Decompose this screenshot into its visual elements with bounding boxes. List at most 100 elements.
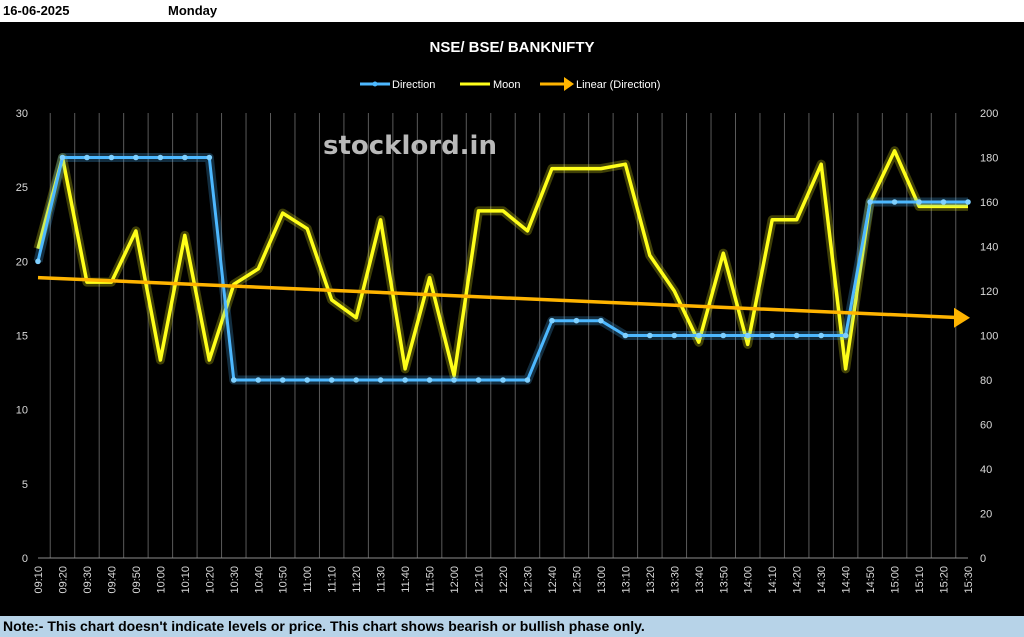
legend-moon-label: Moon <box>493 79 521 91</box>
legend-direction-marker <box>372 81 378 87</box>
left-axis: 0 5 10 15 20 25 30 <box>16 108 28 565</box>
right-tick-label: 80 <box>980 375 992 387</box>
series-layer <box>33 146 971 385</box>
direction-point <box>598 317 604 324</box>
right-tick-label: 20 <box>980 509 992 521</box>
left-tick-label: 15 <box>16 331 28 343</box>
right-tick-label: 200 <box>980 108 998 120</box>
direction-point <box>377 377 384 383</box>
direction-point <box>279 377 286 383</box>
x-tick-label: 15:30 <box>963 566 975 594</box>
direction-point <box>818 332 824 339</box>
left-tick-label: 10 <box>16 405 28 417</box>
x-tick-label: 12:50 <box>571 566 583 594</box>
x-tick-label: 09:40 <box>106 566 118 594</box>
x-tick-label: 10:30 <box>229 566 241 594</box>
x-tick-label: 10:00 <box>155 566 167 594</box>
right-axis: 0 20 40 60 80 100 120 140 160 180 200 <box>980 108 998 565</box>
x-tick-label: 13:50 <box>718 566 730 594</box>
x-tick-label: 12:40 <box>547 566 559 594</box>
right-tick-label: 180 <box>980 153 998 165</box>
direction-point <box>182 154 188 161</box>
direction-point <box>475 377 482 383</box>
moon-series-glow <box>33 146 968 381</box>
direction-point <box>744 332 751 339</box>
direction-point <box>402 377 408 383</box>
direction-point <box>842 332 849 339</box>
left-tick-label: 30 <box>16 108 28 120</box>
right-tick-label: 140 <box>980 242 998 254</box>
x-tick-label: 12:20 <box>498 566 510 594</box>
x-tick-label: 13:00 <box>596 566 608 594</box>
x-tick-label: 14:50 <box>865 566 877 594</box>
x-tick-label: 12:10 <box>474 566 486 594</box>
x-tick-label: 14:30 <box>816 566 828 594</box>
x-tick-label: 15:00 <box>890 566 902 594</box>
x-tick-label: 14:40 <box>841 566 853 594</box>
x-tick-label: 10:40 <box>253 566 265 594</box>
x-tick-label: 09:20 <box>57 566 69 594</box>
moon-series-line <box>36 149 968 378</box>
x-tick-label: 11:00 <box>302 566 314 593</box>
x-axis: 09:10 09:20 09:30 09:40 09:50 10:00 10:10 10:20… <box>33 566 975 594</box>
right-tick-label: 160 <box>980 197 998 209</box>
x-tick-label: 09:10 <box>33 566 45 594</box>
direction-point <box>916 199 922 205</box>
linear-trend-arrow <box>954 307 970 328</box>
watermark-text: stocklord.in <box>323 131 497 161</box>
direction-point <box>647 332 653 339</box>
x-tick-label: 13:10 <box>620 566 632 594</box>
direction-point <box>524 377 531 383</box>
direction-point <box>426 377 433 383</box>
direction-point <box>500 377 506 383</box>
x-tick-label: 09:30 <box>82 566 94 594</box>
chart-title: NSE/ BSE/ BANKNIFTY <box>429 39 594 56</box>
x-tick-label: 10:10 <box>180 566 192 594</box>
right-tick-label: 0 <box>980 553 986 565</box>
footer-bar: Note:- This chart doesn't indicate level… <box>0 616 1024 637</box>
direction-point <box>573 317 580 324</box>
footer-note: Note:- This chart doesn't indicate level… <box>3 618 645 634</box>
x-tick-label: 12:30 <box>522 566 534 594</box>
x-tick-label: 13:30 <box>669 566 681 594</box>
direction-point <box>695 332 702 339</box>
direction-point <box>451 377 457 383</box>
right-tick-label: 40 <box>980 464 992 476</box>
direction-point <box>59 154 66 161</box>
left-tick-label: 25 <box>16 182 28 194</box>
right-tick-label: 60 <box>980 420 992 432</box>
direction-point <box>108 154 115 161</box>
direction-point <box>133 154 139 161</box>
direction-point <box>35 258 41 265</box>
x-tick-label: 14:10 <box>767 566 779 594</box>
x-tick-label: 09:50 <box>131 566 143 594</box>
x-tick-label: 11:20 <box>351 566 363 593</box>
x-tick-label: 13:20 <box>645 566 657 594</box>
right-tick-label: 100 <box>980 331 998 343</box>
direction-point <box>230 377 237 383</box>
direction-point <box>255 377 262 383</box>
header-bar: 16-06-2025 Monday <box>0 0 1024 22</box>
x-tick-label: 10:50 <box>278 566 290 594</box>
x-tick-label: 12:00 <box>449 566 461 594</box>
right-tick-label: 120 <box>980 286 998 298</box>
x-tick-label: 15:10 <box>914 566 926 594</box>
x-tick-label: 11:10 <box>327 566 339 593</box>
left-tick-label: 5 <box>22 479 28 491</box>
direction-point <box>622 332 629 339</box>
line-chart: NSE/ BSE/ BANKNIFTY Direction Moon Linea… <box>16 39 999 594</box>
left-tick-label: 20 <box>16 256 28 268</box>
direction-point <box>769 332 776 339</box>
x-tick-label: 11:50 <box>425 566 437 593</box>
x-tick-label: 14:00 <box>743 566 755 594</box>
x-tick-label: 11:30 <box>376 566 388 593</box>
x-tick-label: 11:40 <box>400 566 412 593</box>
linear-trend-line <box>37 275 963 320</box>
direction-point <box>720 332 727 339</box>
direction-point <box>206 154 213 161</box>
direction-point <box>353 377 359 383</box>
direction-point <box>940 199 947 205</box>
direction-point <box>671 332 678 339</box>
direction-point <box>965 199 971 205</box>
